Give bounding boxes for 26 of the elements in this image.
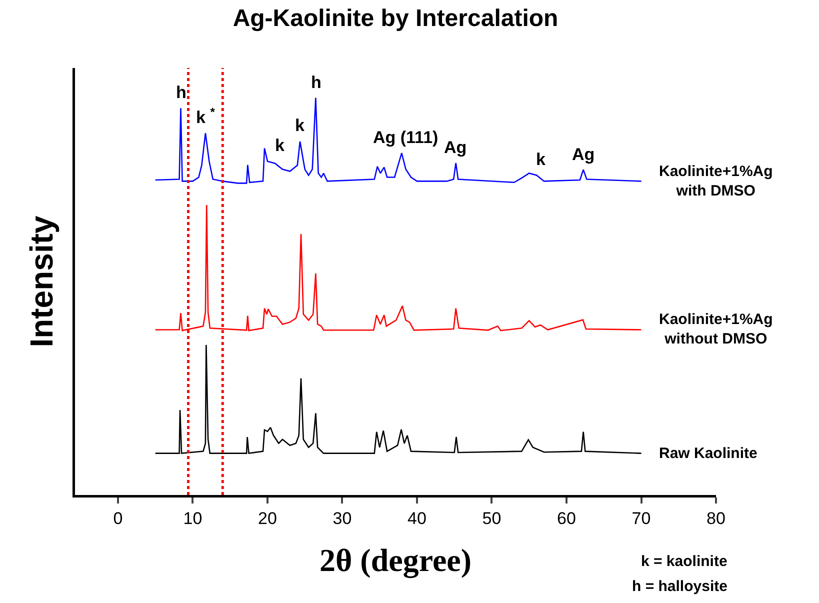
series-label: Kaolinite+1%Ag with DMSO [659, 163, 773, 200]
annotation: Ag (111) [373, 128, 438, 147]
x-tick-label: 50 [482, 508, 502, 528]
annotation: Ag [444, 138, 467, 157]
x-tick-label: 10 [183, 508, 202, 528]
chart-title: Ag-Kaolinite by Intercalation [232, 4, 558, 32]
text: k = kaolinite [641, 553, 728, 570]
text: h = halloysite [632, 578, 728, 595]
x-tick-label: 20 [258, 508, 277, 528]
y-axis-title: Intensity [24, 216, 60, 348]
annotation: k [275, 136, 285, 155]
x-tick-label: 70 [632, 508, 651, 528]
annotation: k [536, 150, 546, 169]
x-tick-label: 30 [332, 508, 352, 528]
x-tick-label: 40 [408, 508, 426, 528]
series-label: Raw Kaolinite [659, 445, 758, 462]
x-tick-label: 0 [113, 508, 123, 528]
annotation: h [176, 83, 186, 102]
annotation: k [295, 116, 305, 135]
annotation: Ag [572, 145, 595, 164]
x-tick-label: 80 [706, 508, 726, 528]
annotation: k $^{*}$ [196, 105, 216, 128]
x-axis-title: 2θ (degree) [319, 542, 472, 580]
series-label: Kaolinite+1%Ag without DMSO [659, 311, 773, 348]
annotation: h [311, 73, 322, 92]
x-tick-label: 60 [557, 508, 576, 528]
